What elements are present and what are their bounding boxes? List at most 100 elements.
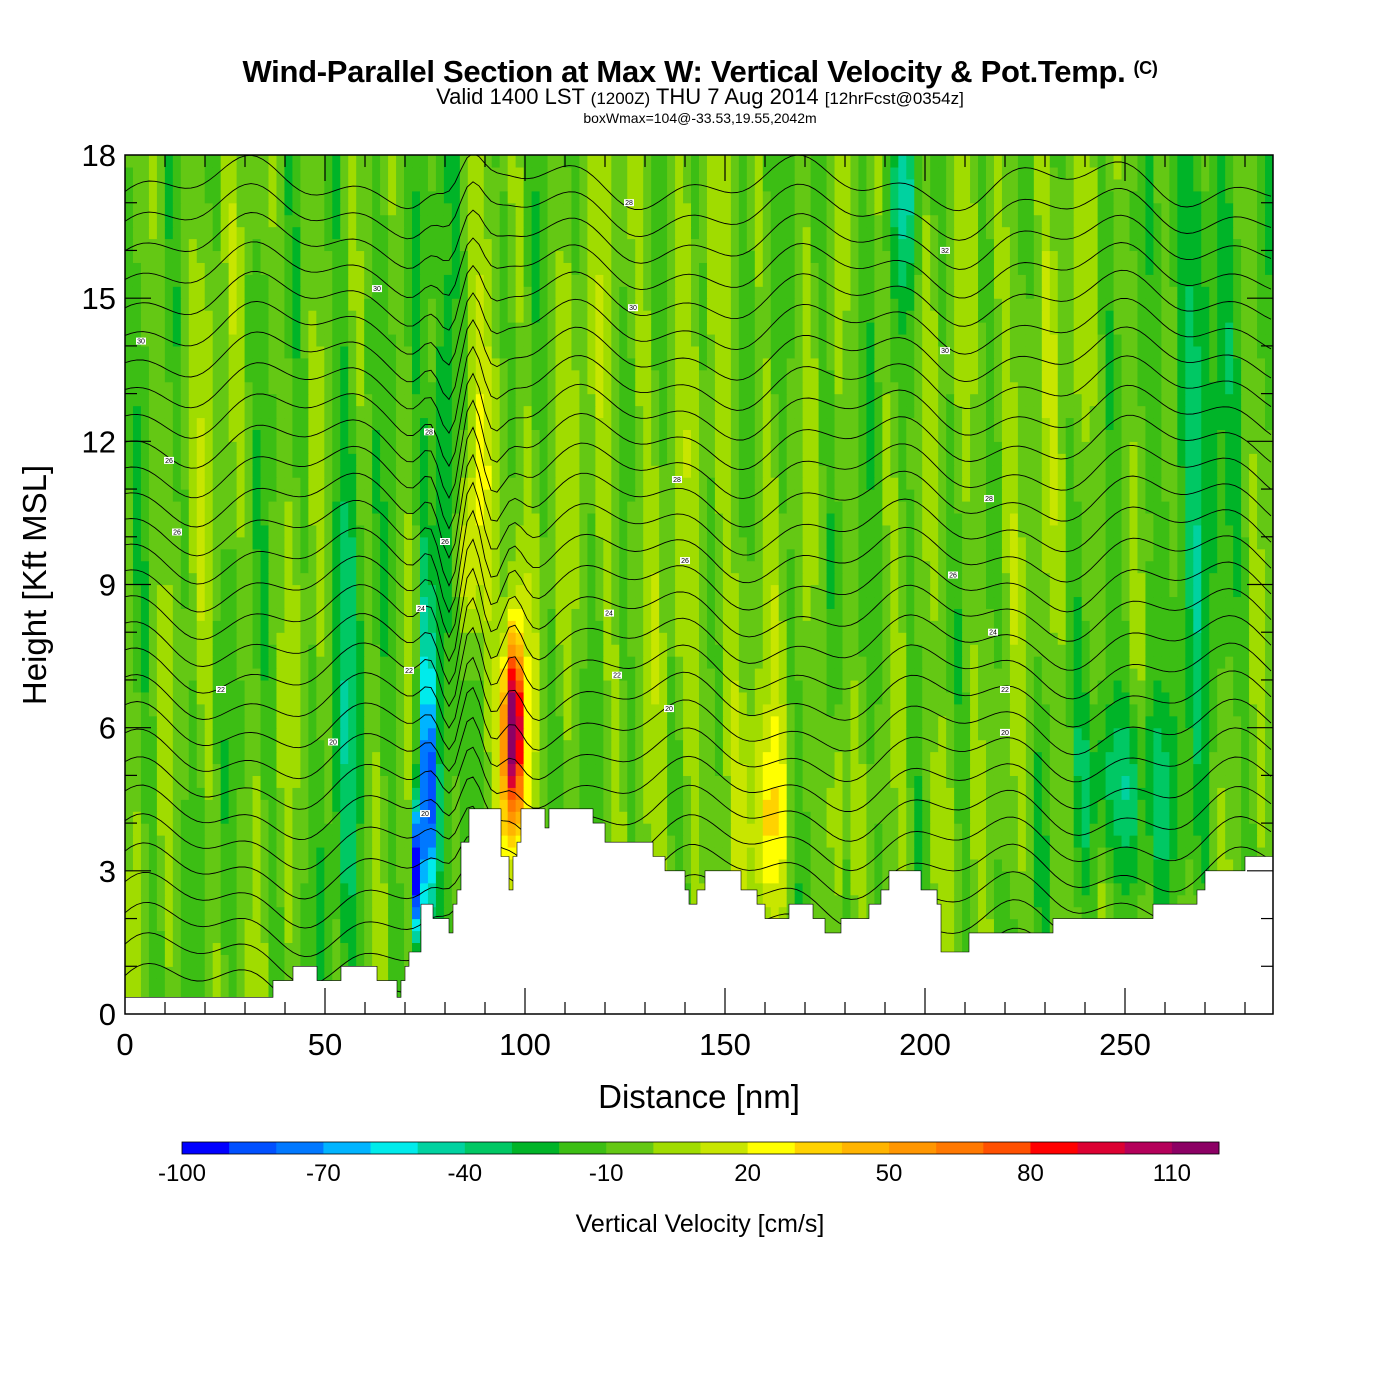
velocity-cell: [667, 799, 676, 812]
velocity-cell: [507, 882, 517, 896]
velocity-cell: [930, 691, 939, 705]
velocity-cell: [571, 751, 581, 765]
velocity-cell: [611, 620, 620, 633]
velocity-cell: [1081, 644, 1091, 657]
velocity-cell: [132, 644, 142, 657]
velocity-cell: [1129, 894, 1139, 908]
velocity-cell: [132, 882, 142, 896]
velocity-cell: [284, 679, 294, 693]
velocity-cell: [1001, 846, 1011, 860]
velocity-cell: [946, 739, 955, 753]
velocity-cell: [300, 799, 309, 812]
velocity-cell: [714, 644, 724, 657]
velocity-cell: [1089, 703, 1099, 717]
velocity-cell: [850, 727, 860, 741]
velocity-cell: [308, 882, 317, 896]
velocity-cell: [156, 799, 166, 812]
velocity-cell: [1097, 858, 1107, 872]
velocity-cell: [1113, 763, 1123, 776]
velocity-cell: [1105, 691, 1115, 705]
velocity-cell: [172, 799, 182, 812]
velocity-cell: [611, 799, 620, 812]
velocity-cell: [507, 858, 517, 872]
velocity-cell: [260, 870, 270, 884]
velocity-cell: [340, 858, 349, 872]
velocity-cell: [1265, 620, 1273, 633]
velocity-cell: [212, 990, 222, 1003]
velocity-cell: [866, 870, 875, 884]
velocity-cell: [842, 691, 852, 705]
velocity-cell: [1057, 727, 1067, 741]
velocity-cell: [627, 823, 636, 836]
velocity-cell: [962, 906, 971, 920]
velocity-cell: [172, 858, 182, 872]
velocity-cell: [244, 858, 254, 872]
velocity-cell: [507, 715, 517, 729]
velocity-cell: [954, 823, 963, 836]
velocity-cell: [1041, 644, 1051, 657]
velocity-cell: [1089, 608, 1099, 621]
velocity-cell: [738, 608, 748, 621]
velocity-cell: [252, 966, 262, 979]
velocity-cell: [954, 739, 963, 753]
velocity-cell: [802, 882, 812, 896]
velocity-cell: [1009, 608, 1019, 621]
velocity-cell: [491, 787, 501, 800]
velocity-cell: [292, 870, 301, 884]
velocity-cell: [1089, 811, 1099, 824]
velocity-cell: [196, 799, 206, 812]
velocity-cell: [1209, 691, 1218, 705]
velocity-cell: [826, 751, 836, 765]
velocity-cell: [316, 691, 325, 705]
velocity-cell: [882, 703, 891, 717]
velocity-cell: [1177, 632, 1186, 645]
velocity-cell: [1129, 656, 1139, 669]
velocity-cell: [794, 775, 804, 788]
velocity-cell: [148, 894, 158, 908]
velocity-cell: [125, 858, 134, 872]
velocity-cell: [180, 751, 190, 765]
velocity-cell: [762, 656, 772, 669]
velocity-cell: [1081, 870, 1091, 884]
velocity-cell: [1217, 644, 1226, 657]
velocity-cell: [1113, 799, 1123, 812]
velocity-cell: [364, 835, 373, 848]
velocity-cell: [762, 727, 772, 741]
velocity-cell: [667, 596, 676, 609]
velocity-cell: [340, 954, 349, 967]
velocity-cell: [1177, 751, 1186, 765]
velocity-cell: [1065, 894, 1075, 908]
velocity-cell: [340, 787, 349, 800]
velocity-cell: [348, 656, 357, 669]
velocity-cell: [507, 739, 517, 753]
velocity-cell: [762, 763, 772, 776]
velocity-cell: [125, 930, 134, 944]
velocity-cell: [1001, 906, 1011, 920]
velocity-cell: [236, 656, 246, 669]
velocity-cell: [1065, 906, 1075, 920]
velocity-cell: [810, 656, 820, 669]
velocity-cell: [1089, 679, 1099, 693]
velocity-cell: [196, 703, 206, 717]
velocity-cell: [858, 739, 868, 753]
velocity-cell: [842, 596, 852, 609]
velocity-cell: [340, 775, 349, 788]
velocity-cell: [300, 823, 309, 836]
velocity-cell: [930, 739, 939, 753]
velocity-cell: [1217, 620, 1226, 633]
velocity-cell: [722, 703, 732, 717]
velocity-cell: [547, 620, 557, 633]
velocity-cell: [196, 775, 206, 788]
velocity-cell: [635, 799, 644, 812]
velocity-cell: [691, 775, 700, 788]
velocity-cell: [627, 835, 636, 848]
velocity-cell: [1201, 656, 1210, 669]
velocity-cell: [659, 799, 668, 812]
velocity-cell: [1257, 787, 1266, 800]
velocity-cell: [196, 632, 206, 645]
velocity-cell: [172, 787, 182, 800]
velocity-cell: [1265, 668, 1273, 681]
velocity-cell: [1161, 775, 1170, 788]
velocity-cell: [1025, 918, 1035, 932]
velocity-cell: [212, 894, 222, 908]
